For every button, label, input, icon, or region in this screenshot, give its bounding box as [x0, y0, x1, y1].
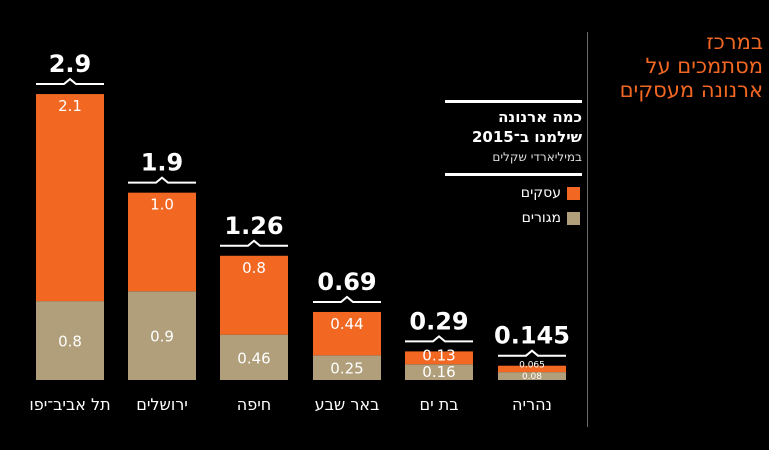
- legend-title: כמה ארנונה שילמנו ב־2015: [445, 107, 582, 147]
- residential-value-label-0: 0.8: [58, 333, 82, 351]
- category-label-3: באר שבע: [315, 395, 380, 414]
- bar-residential-2: [220, 334, 288, 380]
- total-value-label-3: 0.69: [317, 268, 376, 296]
- bar-business-5: [498, 365, 566, 373]
- bar-business-0: [36, 94, 104, 302]
- total-bracket-3: [313, 295, 381, 303]
- total-bracket-2: [220, 239, 288, 247]
- bar-residential-4: [405, 364, 473, 380]
- category-label-1: ירושלים: [136, 395, 188, 414]
- legend-label-business: עסקים: [520, 185, 561, 201]
- legend-top-rule: [445, 100, 582, 103]
- total-bracket-4: [405, 335, 473, 343]
- residential-value-label-1: 0.9: [150, 328, 174, 346]
- legend-title-line-1: כמה ארנונה: [498, 108, 582, 126]
- bar-residential-0: [36, 301, 104, 380]
- category-label-5: נהריה: [512, 395, 552, 414]
- legend: כמה ארנונה שילמנו ב־2015 במיליארדי שקלים…: [445, 100, 582, 226]
- legend-item-business: עסקים: [445, 185, 582, 201]
- legend-label-residential: מגורים: [521, 210, 561, 226]
- bar-business-2: [220, 255, 288, 335]
- side-title-line-2: מסתמכים על: [645, 54, 763, 78]
- legend-title-line-2: שילמנו ב־2015: [471, 128, 582, 146]
- residential-value-label-3: 0.25: [330, 360, 363, 378]
- business-value-label-4: 0.13: [422, 346, 455, 364]
- total-bracket-5: [498, 349, 566, 357]
- business-value-label-0: 2.1: [58, 97, 82, 115]
- bar-business-3: [313, 311, 381, 356]
- business-value-label-2: 0.8: [242, 259, 266, 277]
- legend-swatch-business: [567, 186, 580, 200]
- legend-swatch-residential: [567, 211, 580, 225]
- total-value-label-5: 0.145: [494, 322, 570, 350]
- legend-subtitle: במיליארדי שקלים: [492, 150, 582, 164]
- vertical-divider: [587, 32, 588, 427]
- legend-bottom-rule: [445, 173, 582, 176]
- total-value-label-0: 2.9: [49, 50, 92, 78]
- category-label-4: בת ים: [419, 395, 458, 414]
- total-value-label-4: 0.29: [409, 307, 468, 335]
- bar-business-4: [405, 351, 473, 365]
- bar-residential-3: [313, 355, 381, 380]
- side-title: במרכז מסתמכים על ארנונה מעסקים: [593, 30, 763, 102]
- business-value-label-1: 1.0: [150, 196, 174, 214]
- legend-item-residential: מגורים: [445, 210, 582, 226]
- category-label-2: חיפה: [237, 395, 271, 414]
- category-label-0: תל אביב־יפו: [29, 395, 110, 414]
- total-value-label-1: 1.9: [141, 149, 184, 177]
- residential-value-label-2: 0.46: [237, 349, 270, 367]
- bar-residential-5: [498, 372, 566, 380]
- total-bracket-0: [36, 77, 104, 86]
- total-bracket-1: [128, 176, 196, 184]
- residential-value-label-5: 0.08: [522, 372, 542, 382]
- business-value-label-5: 0.065: [519, 361, 545, 371]
- bar-business-1: [128, 192, 196, 292]
- side-title-line-3: ארנונה מעסקים: [619, 78, 763, 102]
- side-title-line-1: במרכז: [706, 30, 763, 54]
- total-value-label-2: 1.26: [224, 212, 283, 240]
- bar-residential-1: [128, 291, 196, 380]
- residential-value-label-4: 0.16: [422, 363, 455, 381]
- business-value-label-3: 0.44: [330, 315, 363, 333]
